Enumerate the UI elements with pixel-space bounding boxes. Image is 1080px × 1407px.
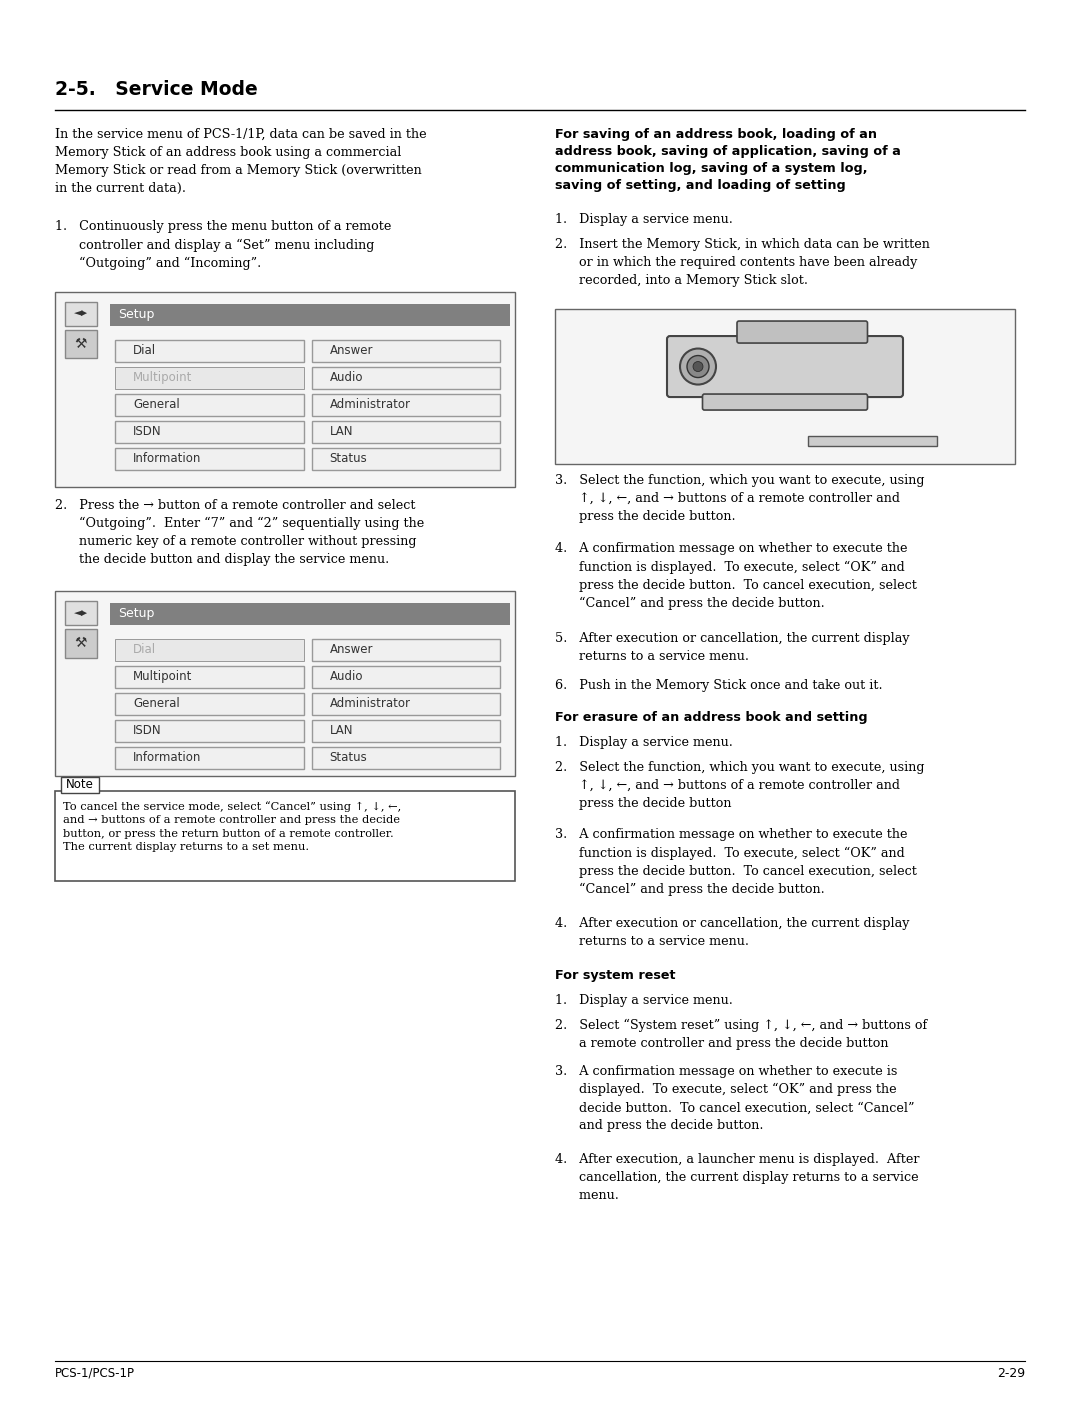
Text: 2-29: 2-29 [997,1368,1025,1380]
Text: PCS-1/PCS-1P: PCS-1/PCS-1P [55,1368,135,1380]
Text: 1.   Display a service menu.: 1. Display a service menu. [555,736,733,749]
Text: In the service menu of PCS-1/1P, data can be saved in the
Memory Stick of an add: In the service menu of PCS-1/1P, data ca… [55,128,427,196]
Bar [55,291,515,487]
Text: ◄▸: ◄▸ [73,308,89,318]
Text: Dial: Dial [133,345,157,357]
Text: Information: Information [133,452,201,466]
Text: LAN: LAN [329,425,353,438]
FancyBboxPatch shape [737,321,867,343]
Text: Setup: Setup [118,608,154,620]
Bar [311,447,500,470]
Text: 4.   After execution or cancellation, the current display
      returns to a ser: 4. After execution or cancellation, the … [555,916,909,948]
Bar [114,747,303,768]
Text: Information: Information [133,751,201,764]
Text: Setup: Setup [118,308,154,321]
Text: 1.   Display a service menu.: 1. Display a service menu. [555,993,733,1007]
Text: ISDN: ISDN [133,725,162,737]
Text: Note: Note [66,778,94,791]
Text: For system reset: For system reset [555,969,675,982]
Text: General: General [133,698,179,711]
Text: Administrator: Administrator [329,398,410,411]
Text: 3.   A confirmation message on whether to execute is
      displayed.  To execut: 3. A confirmation message on whether to … [555,1065,915,1133]
Text: Answer: Answer [329,643,373,657]
Bar [311,394,500,415]
Bar [65,329,97,359]
Text: Answer: Answer [329,345,373,357]
Bar [808,436,936,446]
Bar [110,604,510,625]
Text: Multipoint: Multipoint [133,670,192,684]
Text: 2-5.   Service Mode: 2-5. Service Mode [55,80,258,98]
Text: 1.   Display a service menu.: 1. Display a service menu. [555,212,733,225]
Bar [65,601,97,625]
Bar [55,591,515,775]
Bar [114,692,303,715]
Bar [114,421,303,443]
Bar [311,666,500,688]
Circle shape [693,362,703,371]
Bar [311,421,500,443]
Bar [114,367,303,388]
Bar [114,339,303,362]
Bar [114,447,303,470]
FancyBboxPatch shape [702,394,867,409]
Text: 3.   Select the function, which you want to execute, using
      ↑, ↓, ←, and → : 3. Select the function, which you want t… [555,474,924,523]
Text: For saving of an address book, loading of an
address book, saving of application: For saving of an address book, loading o… [555,128,901,191]
Text: Dial: Dial [133,643,157,657]
Text: 2.   Select the function, which you want to execute, using
      ↑, ↓, ←, and → : 2. Select the function, which you want t… [555,761,924,810]
Text: ⚒: ⚒ [75,338,87,350]
Bar [311,639,500,661]
Text: ⚒: ⚒ [75,636,87,650]
Bar [114,394,303,415]
Text: Status: Status [329,452,367,466]
Bar [114,666,303,688]
Text: 2.   Select “System reset” using ↑, ↓, ←, and → buttons of
      a remote contro: 2. Select “System reset” using ↑, ↓, ←, … [555,1019,928,1050]
Text: 2.   Press the → button of a remote controller and select
      “Outgoing”.  Ent: 2. Press the → button of a remote contro… [55,498,424,566]
Text: Multipoint: Multipoint [133,371,192,384]
Text: 1.   Continuously press the menu button of a remote
      controller and display: 1. Continuously press the menu button of… [55,221,391,270]
Bar [555,310,1015,464]
Text: 4.   A confirmation message on whether to execute the
      function is displaye: 4. A confirmation message on whether to … [555,542,917,611]
Bar [114,720,303,741]
Text: Audio: Audio [329,670,363,684]
FancyBboxPatch shape [667,336,903,397]
Bar [55,791,515,881]
Bar [114,639,303,661]
Text: 5.   After execution or cancellation, the current display
      returns to a ser: 5. After execution or cancellation, the … [555,632,909,663]
Bar [311,720,500,741]
Text: ISDN: ISDN [133,425,162,438]
Text: LAN: LAN [329,725,353,737]
Bar [311,339,500,362]
Bar [311,747,500,768]
Bar [60,777,99,794]
Text: ◄▸: ◄▸ [73,608,89,618]
Bar [110,304,510,325]
Text: Status: Status [329,751,367,764]
Bar [311,692,500,715]
Bar [65,301,97,325]
Text: Administrator: Administrator [329,698,410,711]
Text: 2.   Insert the Memory Stick, in which data can be written
      or in which the: 2. Insert the Memory Stick, in which dat… [555,238,930,287]
Bar [311,367,500,388]
Text: For erasure of an address book and setting: For erasure of an address book and setti… [555,711,867,723]
Text: General: General [133,398,179,411]
Text: 6.   Push in the Memory Stick once and take out it.: 6. Push in the Memory Stick once and tak… [555,678,882,692]
Text: 4.   After execution, a launcher menu is displayed.  After
      cancellation, t: 4. After execution, a launcher menu is d… [555,1154,919,1203]
Text: To cancel the service mode, select “Cancel” using ↑, ↓, ←,
and → buttons of a re: To cancel the service mode, select “Canc… [63,801,402,853]
Bar [65,629,97,657]
Circle shape [680,349,716,384]
Text: 3.   A confirmation message on whether to execute the
      function is displaye: 3. A confirmation message on whether to … [555,829,917,896]
Text: Audio: Audio [329,371,363,384]
Circle shape [687,356,708,377]
